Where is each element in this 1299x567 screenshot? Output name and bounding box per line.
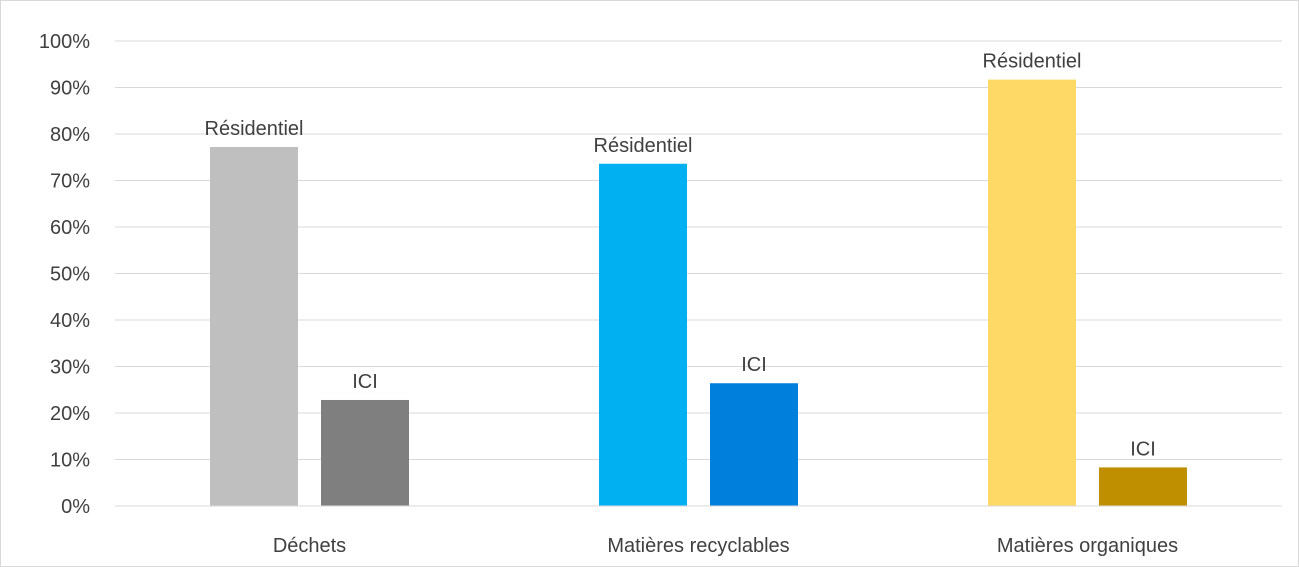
bar-ici [710,383,798,506]
y-tick-label: 50% [50,264,90,286]
y-tick-label: 20% [50,403,90,425]
x-axis: Déchets Matières recyclables Matières orga… [115,505,1282,557]
data-labels: Résidentiel ICI Résidentiel ICI Résidentiel I… [205,51,1156,461]
y-tick-label: 60% [50,217,90,239]
y-tick-label: 40% [50,310,90,332]
bar-residentiel [599,163,687,506]
gridlines [115,40,1282,460]
bar-data-label: ICI [1130,438,1156,460]
y-tick-label: 10% [50,450,90,472]
bar-data-label: ICI [352,371,378,393]
x-category-label: Déchets [273,535,346,557]
bar-data-label: Résidentiel [205,118,304,140]
bars [210,79,1187,506]
bar-ici [1099,467,1187,506]
y-tick-label: 90% [50,78,90,100]
x-category-label: Matières organiques [997,535,1178,557]
y-tick-label: 80% [50,124,90,146]
y-tick-label: 30% [50,357,90,379]
x-category-label: Matières recyclables [607,535,789,557]
bar-data-label: Résidentiel [594,135,693,157]
bar-data-label: Résidentiel [983,51,1082,73]
bar-data-label: ICI [741,354,767,376]
bar-residentiel [988,79,1076,506]
y-tick-label: 0% [61,496,90,518]
bar-residentiel [210,147,298,506]
y-tick-label: 100% [39,31,90,53]
y-axis-tick-labels: 0% 10% 20% 30% 40% 50% 60% 70% 80% 90% 100% [39,31,90,518]
bar-ici [321,399,409,506]
y-tick-label: 70% [50,171,90,193]
